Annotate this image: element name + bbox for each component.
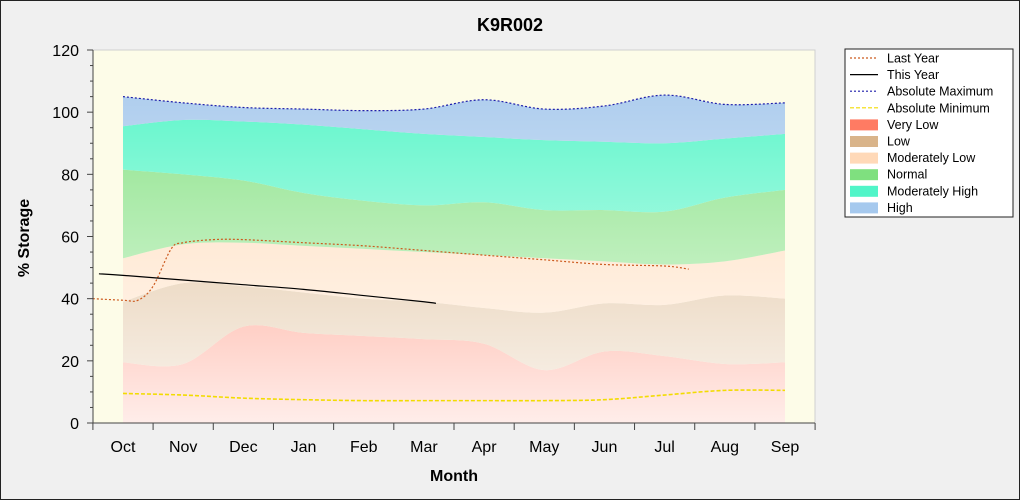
- y-tick-label: 20: [61, 354, 79, 371]
- chart-title: K9R002: [477, 15, 543, 35]
- series-absolute-minimum: [122, 389, 786, 402]
- x-tick-label: Dec: [229, 439, 257, 456]
- x-axis-label: Month: [430, 468, 478, 485]
- x-tick-label: May: [529, 439, 559, 456]
- legend-swatch-high: [850, 202, 878, 214]
- y-tick-label: 120: [52, 43, 79, 60]
- x-tick-label: Apr: [472, 439, 498, 456]
- y-tick-label: 100: [52, 105, 79, 122]
- y-tick-label: 0: [70, 416, 79, 433]
- x-tick-label: Jan: [291, 439, 317, 456]
- legend-swatch-low: [850, 136, 878, 147]
- legend-label-low: Low: [887, 135, 911, 149]
- legend-swatch-very-low: [850, 119, 878, 131]
- x-tick-label: Aug: [711, 439, 739, 456]
- series-absolute-maximum: [122, 94, 786, 112]
- band-shading: [123, 93, 785, 424]
- legend-label-moderately-low: Moderately Low: [887, 151, 976, 165]
- legend-label-absolute-maximum: Absolute Maximum: [887, 85, 993, 99]
- legend-label-high: High: [887, 201, 913, 215]
- x-tick-label: Oct: [111, 439, 136, 456]
- legend-swatch-moderately-low: [850, 152, 878, 164]
- legend-label-moderately-high: Moderately High: [887, 184, 978, 198]
- x-tick-label: Jun: [592, 439, 618, 456]
- legend-label-absolute-minimum: Absolute Minimum: [887, 101, 990, 115]
- x-tick-label: Feb: [350, 439, 378, 456]
- legend-label-very-low: Very Low: [887, 118, 939, 132]
- legend-swatch-normal: [850, 169, 878, 181]
- y-tick-label: 60: [61, 230, 79, 247]
- legend-label-normal: Normal: [887, 168, 927, 182]
- legend: Last Year This Year Absolute Maximum Absolu…: [844, 48, 1014, 218]
- legend-swatch-moderately-high: [850, 185, 878, 197]
- x-tick-label: Jul: [654, 439, 674, 456]
- y-tick-label: 80: [61, 167, 79, 184]
- x-tick-label: Mar: [410, 439, 438, 456]
- y-tick-label: 40: [61, 292, 79, 309]
- x-tick-label: Nov: [169, 439, 197, 456]
- y-axis-label: % Storage: [16, 199, 33, 277]
- legend-label-last-year: Last Year: [887, 52, 939, 66]
- x-tick-label: Sep: [771, 439, 800, 456]
- series-this-year: [98, 273, 437, 304]
- legend-label-this-year: This Year: [887, 68, 939, 82]
